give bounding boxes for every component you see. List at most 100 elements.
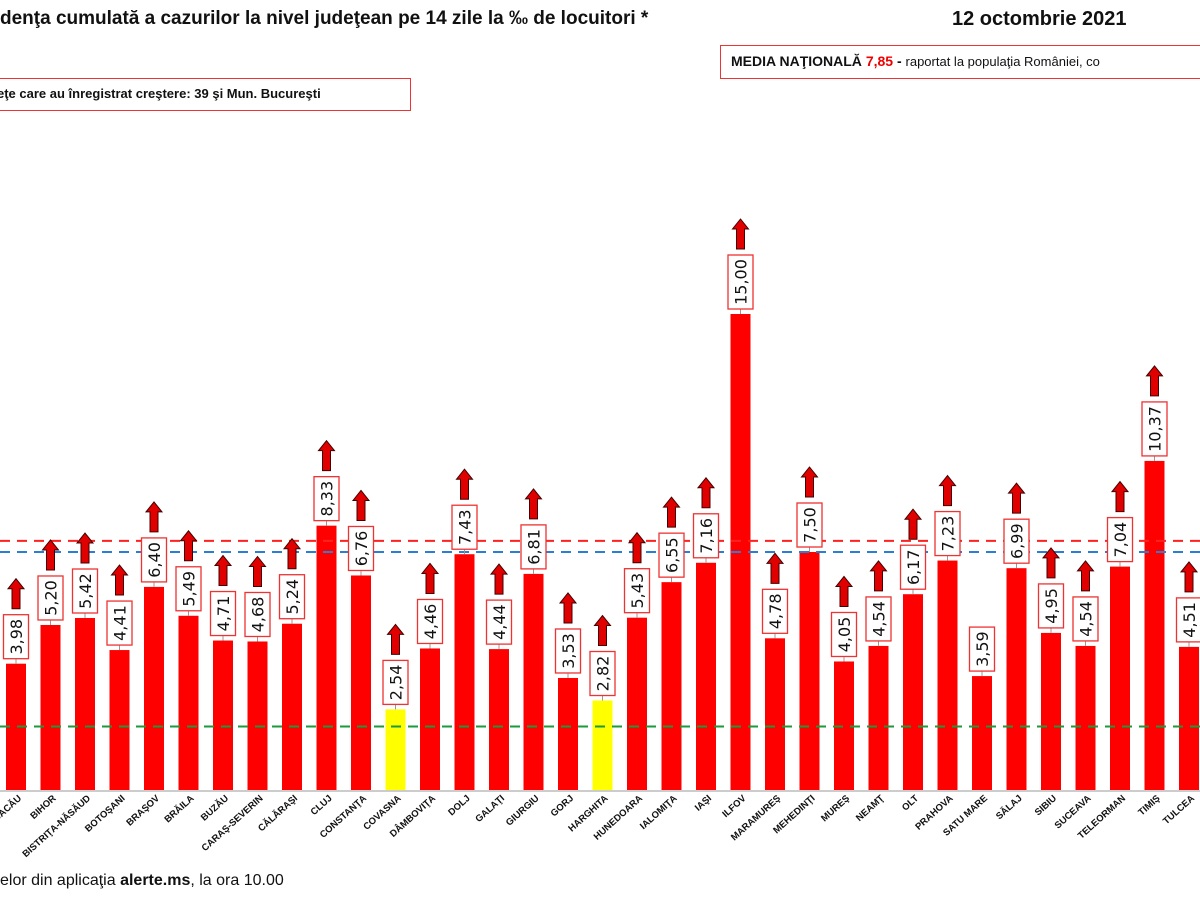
bar-bihor [40, 624, 61, 790]
bar-botoşani [109, 650, 130, 790]
trend-up-arrow-icon [110, 564, 129, 596]
data-label-group: 3,98 [2, 577, 30, 664]
data-label-box [2, 614, 30, 660]
data-label: 4,54 [870, 601, 889, 637]
bar-buzău [213, 640, 233, 790]
bar-braşov [144, 586, 164, 790]
data-label-group: 4,68 [244, 555, 271, 642]
data-label-box [623, 568, 651, 614]
bar-constanţa [351, 575, 371, 790]
bar-maramureş [765, 638, 785, 790]
data-label-group: 4,54 [865, 560, 892, 646]
x-tick-label: GIURGIU [504, 793, 542, 828]
data-label-box [727, 254, 754, 310]
trend-up-arrow-icon [1007, 482, 1026, 514]
trend-up-arrow-icon [75, 532, 95, 564]
data-label-group: 6,76 [347, 489, 375, 576]
x-tick-label: SIBIU [1033, 793, 1059, 818]
data-label-box [347, 525, 375, 572]
data-label: 3,98 [7, 619, 26, 655]
data-label: 4,78 [766, 594, 785, 630]
trend-up-arrow-icon [662, 496, 681, 528]
data-label: 5,24 [283, 579, 302, 615]
x-tick-label: BIHOR [28, 793, 58, 822]
data-label-group: 7,50 [796, 466, 823, 552]
bar-brăila [178, 615, 199, 790]
trend-up-arrow-icon [213, 554, 233, 587]
bar-sibiu [1041, 632, 1061, 790]
national-average-note: raportat la populaţia României, co [905, 54, 1100, 69]
trend-up-arrow-icon [248, 555, 267, 587]
data-label: 4,46 [421, 604, 440, 640]
trend-up-arrow-icon [800, 466, 819, 498]
bar-covasna [385, 709, 406, 790]
data-label-box [520, 524, 547, 570]
data-label: 4,68 [249, 597, 268, 633]
data-label: 3,59 [973, 631, 992, 667]
data-label-box [1072, 596, 1099, 642]
data-label-box [382, 659, 409, 706]
trend-up-arrow-icon [593, 614, 612, 647]
data-label: 7,04 [1111, 522, 1130, 558]
data-label-group: 4,05 [830, 575, 858, 662]
data-label: 4,54 [1077, 601, 1096, 637]
data-label-box [175, 566, 202, 612]
trend-up-arrow-icon [869, 560, 888, 592]
data-label-group: 4,71 [209, 554, 237, 641]
bar-cluj [316, 525, 337, 790]
bar-teleorman [1110, 566, 1130, 790]
data-label-box [416, 598, 444, 645]
data-label-group: 4,44 [485, 563, 513, 650]
bar-mehedinţi [799, 552, 820, 790]
x-tick-label: CLUJ [309, 793, 335, 818]
data-label-group: 4,95 [1037, 547, 1065, 633]
data-label-box [106, 600, 133, 646]
data-label-group: 5,49 [175, 529, 202, 616]
trend-up-arrow-icon [696, 476, 716, 509]
data-label: 6,17 [904, 549, 923, 585]
national-average-box: MEDIA NAŢIONALĂ 7,85 - raportat la popul… [720, 45, 1200, 79]
data-label-box [830, 611, 858, 658]
bar-sălaj [1006, 568, 1027, 790]
trend-up-arrow-icon [1145, 365, 1164, 397]
bar-gorj [558, 677, 578, 790]
trend-up-arrow-icon [489, 563, 509, 595]
data-label: 4,51 [1180, 602, 1199, 638]
bar-giurgiu [523, 573, 544, 790]
increase-note-box: eţe care au înregistrat creştere: 39 şi … [0, 78, 411, 111]
x-tick-label: GORJ [549, 793, 576, 819]
bar-harghita [592, 700, 613, 790]
data-label: 6,81 [525, 529, 544, 565]
x-tick-label: CARAŞ-SEVERIN [200, 793, 266, 854]
data-label: 5,43 [628, 573, 647, 609]
data-label: 5,42 [76, 573, 95, 609]
data-label-group: 7,04 [1106, 480, 1134, 567]
data-label-box [865, 596, 892, 642]
data-label-group: 7,16 [692, 476, 720, 563]
trend-up-arrow-icon [41, 539, 60, 571]
data-label-box [658, 532, 685, 578]
bar-timiş [1144, 460, 1165, 790]
x-tick-label: SĂLAJ [994, 793, 1025, 822]
footer-prefix: elor din aplicaţia [0, 872, 121, 889]
data-label: 4,41 [111, 605, 130, 641]
bar-satu mare [972, 676, 992, 790]
trend-up-arrow-icon [317, 439, 336, 472]
data-label: 6,55 [663, 537, 682, 573]
x-tick-label: BRAŞOV [124, 793, 162, 829]
x-tick-label: IALOMIŢA [638, 793, 680, 832]
trend-up-arrow-icon [420, 562, 440, 594]
data-label-group: 7,23 [934, 474, 961, 561]
data-label: 7,50 [801, 507, 820, 543]
data-label: 4,95 [1042, 588, 1061, 624]
trend-up-arrow-icon [386, 623, 405, 655]
data-label-box [692, 513, 720, 559]
bar-călăraşi [282, 623, 302, 790]
data-label: 4,05 [835, 617, 854, 653]
data-label-group: 4,51 [1175, 561, 1200, 647]
data-label-group: 4,78 [761, 552, 789, 639]
bar-tulcea [1179, 646, 1199, 790]
data-label-box [451, 504, 478, 550]
bar-neamţ [868, 645, 889, 790]
data-label-group: 5,42 [71, 532, 99, 619]
